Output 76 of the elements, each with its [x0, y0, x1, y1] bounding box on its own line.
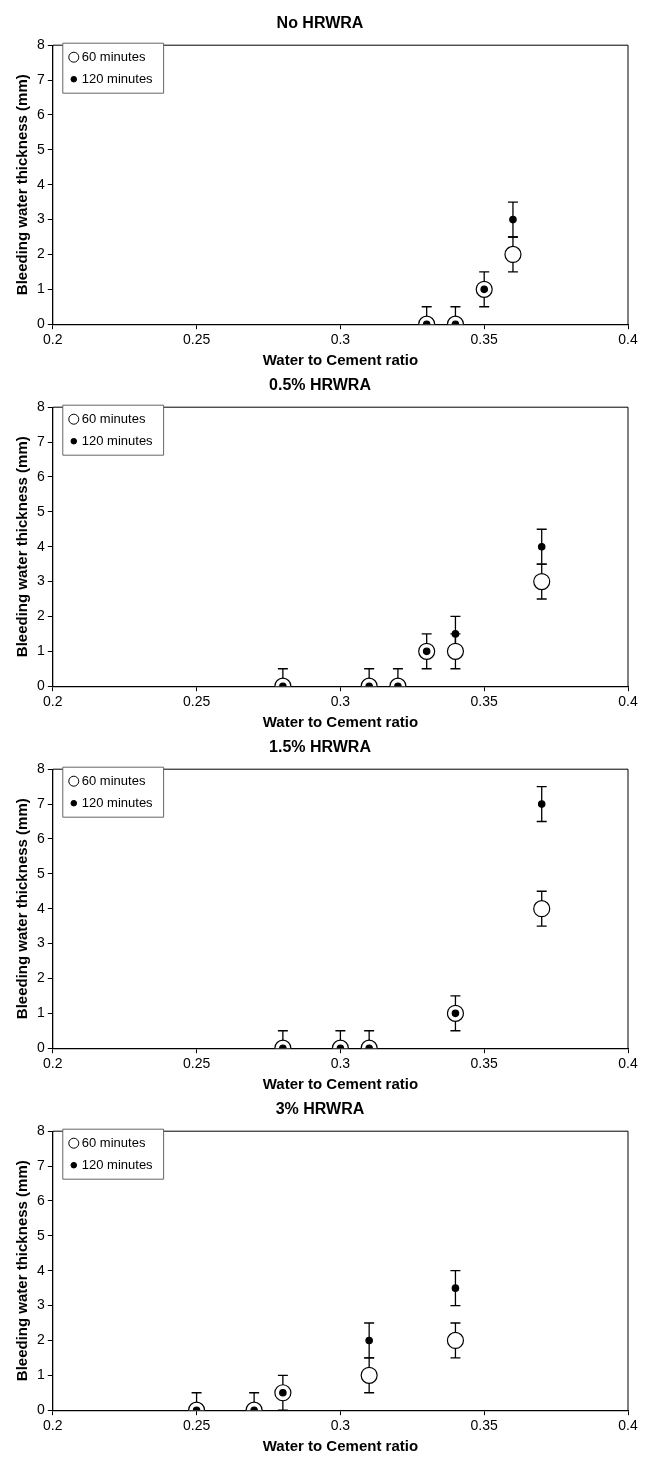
- y-tick-label: 3: [36, 934, 45, 951]
- y-tick-label: 7: [36, 70, 45, 87]
- y-tick-label: 5: [36, 140, 45, 157]
- y-tick-label: 5: [36, 1226, 45, 1243]
- x-tick-label: 0.3: [330, 331, 351, 348]
- chart-title: 3% HRWRA: [275, 1100, 365, 1118]
- y-tick-label: 2: [36, 607, 45, 624]
- y-tick-label: 0: [36, 1401, 45, 1418]
- y-axis-title: Bleeding water thickness (mm): [13, 798, 31, 1020]
- legend-label: 60 minutes: [81, 1134, 146, 1150]
- x-tick-label: 0.25: [182, 693, 211, 710]
- y-tick-label: 3: [36, 1296, 45, 1313]
- legend-label: 60 minutes: [81, 772, 146, 788]
- x-tick-label: 0.3: [330, 693, 351, 710]
- x-tick-label: 0.25: [182, 1055, 211, 1072]
- x-axis-title: Water to Cement ratio: [262, 1075, 419, 1093]
- x-axis-title: Water to Cement ratio: [262, 351, 419, 369]
- legend-label: 60 minutes: [81, 410, 146, 426]
- y-tick-label: 8: [36, 398, 45, 415]
- x-tick-label: 0.4: [618, 693, 638, 710]
- y-tick-label: 4: [36, 537, 45, 554]
- y-tick-label: 1: [36, 1004, 45, 1021]
- x-tick-label: 0.2: [43, 693, 63, 710]
- x-tick-label: 0.4: [618, 1417, 638, 1434]
- y-tick-label: 7: [36, 1156, 45, 1173]
- y-tick-label: 4: [36, 1261, 45, 1278]
- x-tick-label: 0.35: [470, 693, 499, 710]
- x-tick-label: 0.25: [182, 331, 211, 348]
- x-tick-label: 0.2: [43, 1417, 63, 1434]
- chart-title: No HRWRA: [276, 14, 364, 32]
- y-tick-label: 6: [36, 829, 45, 846]
- y-tick-label: 6: [36, 105, 45, 122]
- y-tick-label: 8: [36, 36, 45, 53]
- y-tick-label: 5: [36, 502, 45, 519]
- y-tick-label: 0: [36, 677, 45, 694]
- y-tick-label: 1: [36, 1366, 45, 1383]
- chart-title: 0.5% HRWRA: [269, 376, 372, 394]
- x-tick-label: 0.3: [330, 1417, 351, 1434]
- legend-label: 120 minutes: [81, 432, 154, 448]
- y-axis-title: Bleeding water thickness (mm): [13, 1160, 31, 1382]
- y-tick-label: 3: [36, 572, 45, 589]
- x-tick-label: 0.35: [470, 1055, 499, 1072]
- y-tick-label: 8: [36, 1122, 45, 1139]
- y-axis-title: Bleeding water thickness (mm): [13, 436, 31, 658]
- y-tick-label: 8: [36, 760, 45, 777]
- y-tick-label: 4: [36, 899, 45, 916]
- y-axis-title: Bleeding water thickness (mm): [13, 74, 31, 296]
- x-tick-label: 0.25: [182, 1417, 211, 1434]
- y-tick-label: 2: [36, 245, 45, 262]
- legend-label: 120 minutes: [81, 1156, 154, 1172]
- x-axis-title: Water to Cement ratio: [262, 713, 419, 731]
- y-tick-label: 0: [36, 315, 45, 332]
- x-tick-label: 0.2: [43, 1055, 63, 1072]
- y-tick-label: 4: [36, 175, 45, 192]
- y-tick-label: 2: [36, 1331, 45, 1348]
- x-axis-title: Water to Cement ratio: [262, 1437, 419, 1455]
- x-tick-label: 0.3: [330, 1055, 351, 1072]
- y-tick-label: 1: [36, 642, 45, 659]
- x-tick-label: 0.35: [470, 331, 499, 348]
- legend-label: 120 minutes: [81, 794, 154, 810]
- y-tick-label: 0: [36, 1039, 45, 1056]
- y-tick-label: 6: [36, 467, 45, 484]
- chart-title: 1.5% HRWRA: [269, 738, 372, 756]
- x-tick-label: 0.35: [470, 1417, 499, 1434]
- y-tick-label: 7: [36, 794, 45, 811]
- x-tick-label: 0.4: [618, 331, 638, 348]
- x-tick-label: 0.2: [43, 331, 63, 348]
- y-tick-label: 3: [36, 210, 45, 227]
- legend-label: 60 minutes: [81, 48, 146, 64]
- y-tick-label: 1: [36, 280, 45, 297]
- y-tick-label: 2: [36, 969, 45, 986]
- legend-label: 120 minutes: [81, 70, 154, 86]
- y-tick-label: 7: [36, 432, 45, 449]
- x-tick-label: 0.4: [618, 1055, 638, 1072]
- y-tick-label: 6: [36, 1191, 45, 1208]
- y-tick-label: 5: [36, 864, 45, 881]
